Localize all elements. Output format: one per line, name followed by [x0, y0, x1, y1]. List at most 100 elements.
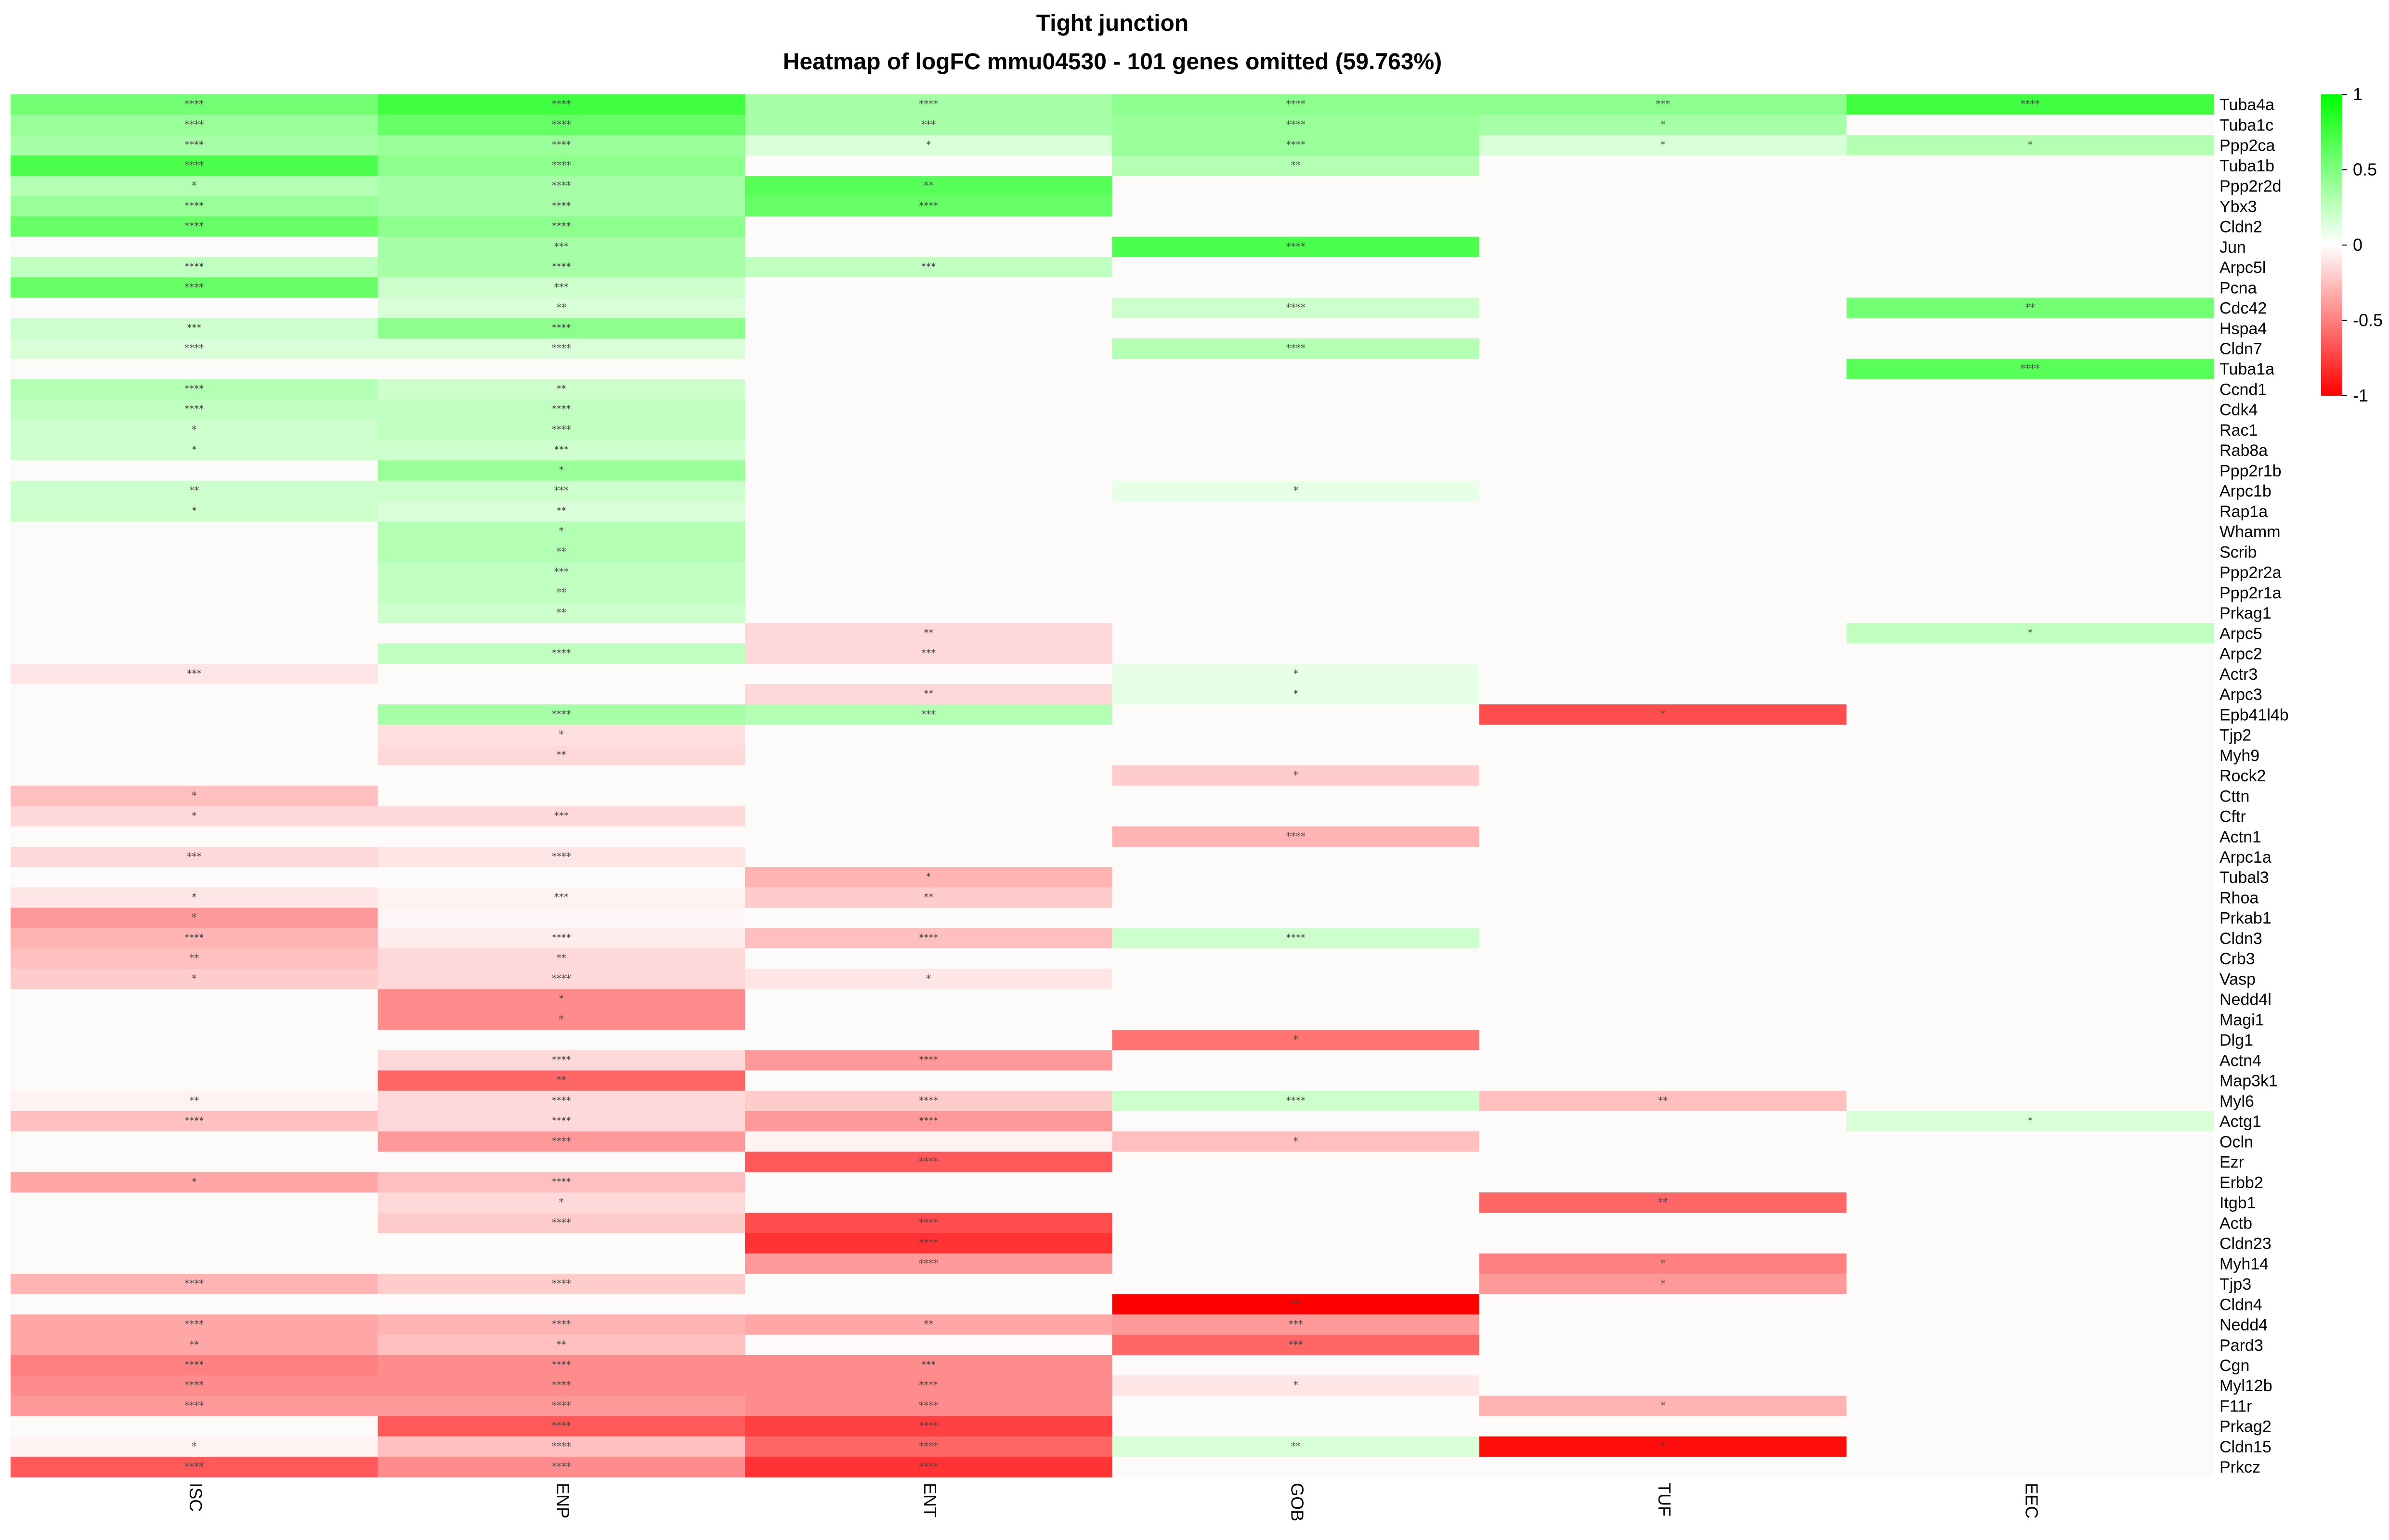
significance-star: * [1660, 1400, 1665, 1411]
heatmap-cell [745, 1334, 1112, 1356]
heatmap-cell [378, 236, 745, 258]
heatmap-cell [1846, 1152, 2214, 1173]
heatmap-cell [1112, 1090, 1480, 1112]
heatmap-cell [11, 887, 378, 908]
heatmap-cell [378, 907, 745, 929]
heatmap-cell [1479, 725, 1847, 746]
legend-colorbar [2321, 94, 2342, 396]
heatmap-cell [1846, 1396, 2214, 1417]
heatmap-cell [378, 399, 745, 420]
heatmap-cell [1479, 867, 1847, 888]
heatmap-cell [378, 277, 745, 298]
heatmap-cell [745, 928, 1112, 949]
heatmap-cell [1112, 1213, 1480, 1233]
significance-star: **** [184, 200, 204, 211]
significance-star: *** [921, 647, 936, 659]
heatmap-cell [1479, 786, 1847, 806]
heatmap-cell [1479, 216, 1847, 237]
gene-label: Actn1 [2219, 828, 2261, 846]
heatmap-cell [378, 887, 745, 908]
column-label: ISC [186, 1483, 206, 1512]
heatmap-cell [1479, 542, 1847, 562]
heatmap-cell [1846, 1050, 2214, 1071]
heatmap-cell [745, 419, 1112, 440]
heatmap-cell [1112, 603, 1480, 623]
heatmap-cell [1112, 1070, 1480, 1091]
heatmap-cells [11, 94, 2214, 1477]
heatmap-cell [1846, 216, 2214, 237]
significance-star: **** [184, 159, 204, 171]
heatmap-cell [11, 1111, 378, 1132]
heatmap-cell [378, 725, 745, 746]
significance-star: ** [1658, 1095, 1668, 1106]
heatmap-cell [1112, 765, 1480, 786]
significance-star: **** [552, 1095, 571, 1106]
heatmap-cell [1846, 359, 2214, 379]
significance-star: **** [919, 1440, 938, 1452]
heatmap-cell [11, 480, 378, 502]
heatmap-cell [11, 155, 378, 176]
heatmap-cell [745, 1192, 1112, 1213]
significance-star: **** [919, 1054, 938, 1065]
significance-star: **** [552, 1359, 571, 1371]
gene-label: Prkab1 [2219, 909, 2272, 928]
heatmap-cell [1846, 623, 2214, 644]
heatmap-cell [745, 1436, 1112, 1457]
heatmap-cell [11, 1416, 378, 1437]
heatmap-cell [1112, 399, 1480, 420]
significance-star: * [1293, 1379, 1298, 1391]
heatmap-cell [1479, 277, 1847, 298]
heatmap-cell [378, 176, 745, 196]
significance-star: *** [554, 241, 569, 252]
heatmap-cell [1846, 1375, 2214, 1396]
heatmap-cell [1112, 1355, 1480, 1376]
significance-star: **** [919, 932, 938, 944]
significance-star: **** [1286, 139, 1305, 151]
gene-label: Tjp2 [2219, 726, 2251, 745]
significance-star: ** [557, 1074, 566, 1086]
heatmap-cell [745, 1396, 1112, 1417]
gene-label: Rab8a [2219, 441, 2268, 460]
heatmap-cell [745, 1172, 1112, 1193]
significance-star: **** [184, 139, 204, 151]
heatmap-cell [1479, 1436, 1847, 1457]
significance-star: ** [557, 607, 566, 618]
heatmap-cell [1479, 989, 1847, 1010]
heatmap-cell [1479, 1375, 1847, 1396]
heatmap-cell [1112, 359, 1480, 379]
heatmap-cell [745, 399, 1112, 420]
significance-star: * [192, 1440, 196, 1452]
heatmap-cell [1112, 440, 1480, 461]
heatmap-cell [1479, 1192, 1847, 1213]
heatmap-cell [745, 216, 1112, 237]
heatmap-cell [378, 806, 745, 827]
gene-label: Prkag2 [2219, 1418, 2272, 1436]
heatmap-cell [11, 1457, 378, 1477]
significance-star: **** [184, 1115, 204, 1126]
significance-star: * [1660, 118, 1665, 130]
heatmap-cell [1846, 1436, 2214, 1457]
heatmap-cell [1846, 846, 2214, 867]
significance-star: **** [919, 1156, 938, 1167]
heatmap-cell [1479, 1233, 1847, 1254]
significance-star: **** [184, 932, 204, 944]
heatmap-cell [1479, 1273, 1847, 1294]
heatmap-cell [1112, 176, 1480, 196]
gene-label: Hspa4 [2219, 320, 2267, 338]
significance-star: **** [1286, 342, 1305, 354]
heatmap-cell [1479, 1152, 1847, 1173]
significance-star: ** [924, 1319, 933, 1330]
gene-label: Tuba1a [2219, 360, 2274, 378]
heatmap-cell [11, 1070, 378, 1091]
heatmap-cell [745, 603, 1112, 623]
heatmap-cell [378, 704, 745, 725]
heatmap-cell [378, 1192, 745, 1213]
significance-star: * [1660, 139, 1665, 151]
heatmap-cell [1479, 1314, 1847, 1335]
heatmap-cell [1479, 643, 1847, 664]
gene-label: Crb3 [2219, 950, 2255, 968]
heatmap-cell [1112, 318, 1480, 339]
gene-label: Arpc1b [2219, 482, 2272, 501]
significance-star: **** [1286, 932, 1305, 944]
heatmap-cell [1112, 1396, 1480, 1417]
